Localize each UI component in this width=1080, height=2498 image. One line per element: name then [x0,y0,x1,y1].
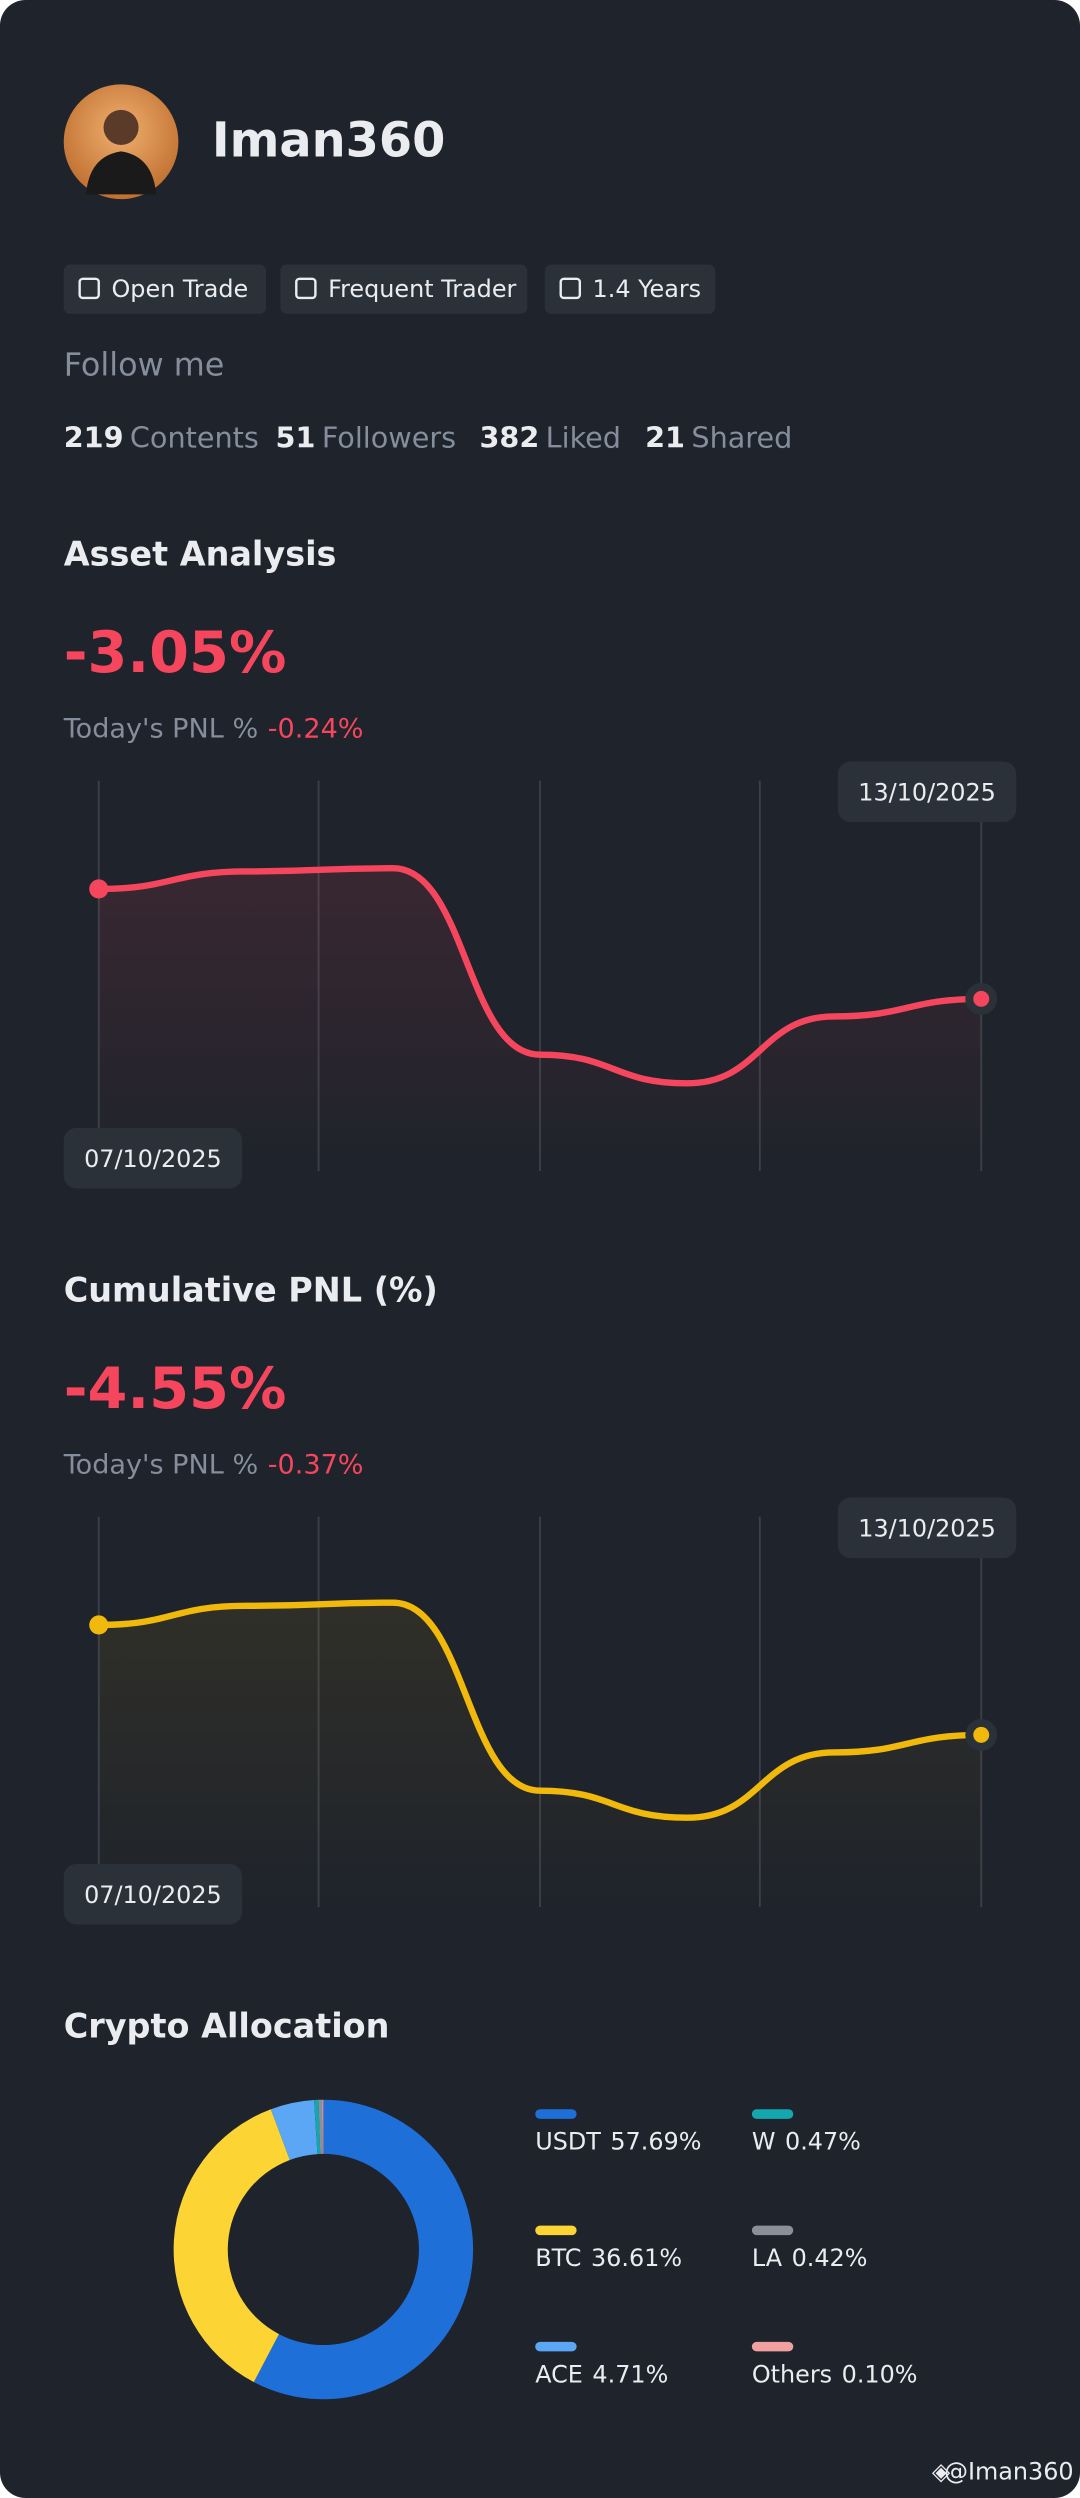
legend-name: LA [752,2244,783,2272]
headline: -4.55% [64,1355,287,1422]
stat-value: 51 [276,421,316,455]
profile-name: Iman360 [212,113,446,168]
legend-swatch [751,2225,794,2236]
badge [544,264,716,314]
avatar [63,84,179,200]
stat-label: Liked [546,421,621,455]
follow-label[interactable]: Follow me [64,345,225,383]
area [98,1602,982,1907]
stat-label: Contents [130,421,259,455]
badge-label: Frequent Trader [328,275,516,303]
section-title: Cumulative PNL (%) [64,1271,438,1310]
legend-name: USDT [535,2128,601,2156]
date-pill [837,1497,1017,1559]
stat-label: Followers [322,421,456,455]
badge-label: Open Trade [112,275,249,303]
legend-entry: LA 0.42% [752,2244,868,2272]
stat: 21 Shared [645,421,792,455]
legend-value: 36.61% [591,2244,682,2272]
stat: 382 Liked [479,421,621,455]
pie-slice [314,2099,321,2155]
legend-value: 0.10% [842,2360,918,2388]
headline: -3.05% [64,619,287,686]
badge [280,264,528,314]
legend-entry: USDT 57.69% [535,2128,701,2156]
watermark-icon: ◈ [932,2458,951,2486]
date-pill [63,1127,243,1189]
line [98,1599,982,1821]
pie-slice [253,2099,474,2400]
legend-entry: Others 0.10% [752,2360,918,2388]
watermark: @Iman360 [944,2458,1074,2486]
badge [63,264,267,314]
subtitle: Today's PNL % -0.37% [63,1449,364,1480]
badge-icon [295,277,317,300]
legend-swatch [535,2341,577,2352]
start-point [89,1615,109,1635]
legend-entry: ACE 4.71% [535,2360,668,2388]
legend-name: ACE [535,2360,583,2388]
stat-value: 382 [479,421,539,455]
subtitle: Today's PNL % -0.24% [63,713,364,744]
badge-icon [559,277,582,300]
pie-slice [270,2100,318,2160]
badge-icon [78,277,100,300]
legend-value: 0.42% [792,2244,868,2272]
stat-value: 21 [645,421,685,455]
subtitle-value: -0.37% [268,1449,364,1480]
legend-swatch [535,2225,577,2236]
section-title: Asset Analysis [64,534,337,573]
stat: 51 Followers [276,421,456,455]
badge-label: 1.4 Years [593,275,702,303]
subtitle-value: -0.24% [268,713,364,744]
pie-slice [318,2099,323,2154]
stat-value: 219 [64,421,124,455]
line [98,865,982,1087]
date-pill [837,761,1017,823]
date-label: 13/10/2025 [858,778,996,806]
stat: 219 Contents [64,421,259,455]
stat-label: Shared [691,421,792,455]
area [98,868,982,1171]
legend-value: 0.47% [785,2128,861,2156]
legend-name: BTC [535,2244,581,2272]
subtitle-label: Today's PNL % [63,713,258,744]
subtitle-label: Today's PNL % [63,1449,258,1480]
legend-entry: W 0.47% [752,2128,861,2156]
legend-swatch [751,2341,794,2352]
section-title: Crypto Allocation [64,2007,390,2046]
legend-name: W [752,2128,776,2156]
date-pill [63,1863,243,1925]
pie-slice [173,2109,290,2383]
end-point [973,990,990,1007]
legend-name: Others [752,2360,832,2388]
end-point [973,1726,990,1743]
legend-swatch [751,2109,794,2119]
date-label: 07/10/2025 [84,1881,222,1909]
date-label: 07/10/2025 [84,1145,222,1173]
date-label: 13/10/2025 [858,1514,996,1542]
pie-slice [322,2099,324,2154]
start-point [89,879,109,899]
legend-swatch [535,2109,577,2119]
legend-entry: BTC 36.61% [535,2244,682,2272]
legend-value: 4.71% [592,2360,668,2388]
legend-value: 57.69% [610,2128,701,2156]
